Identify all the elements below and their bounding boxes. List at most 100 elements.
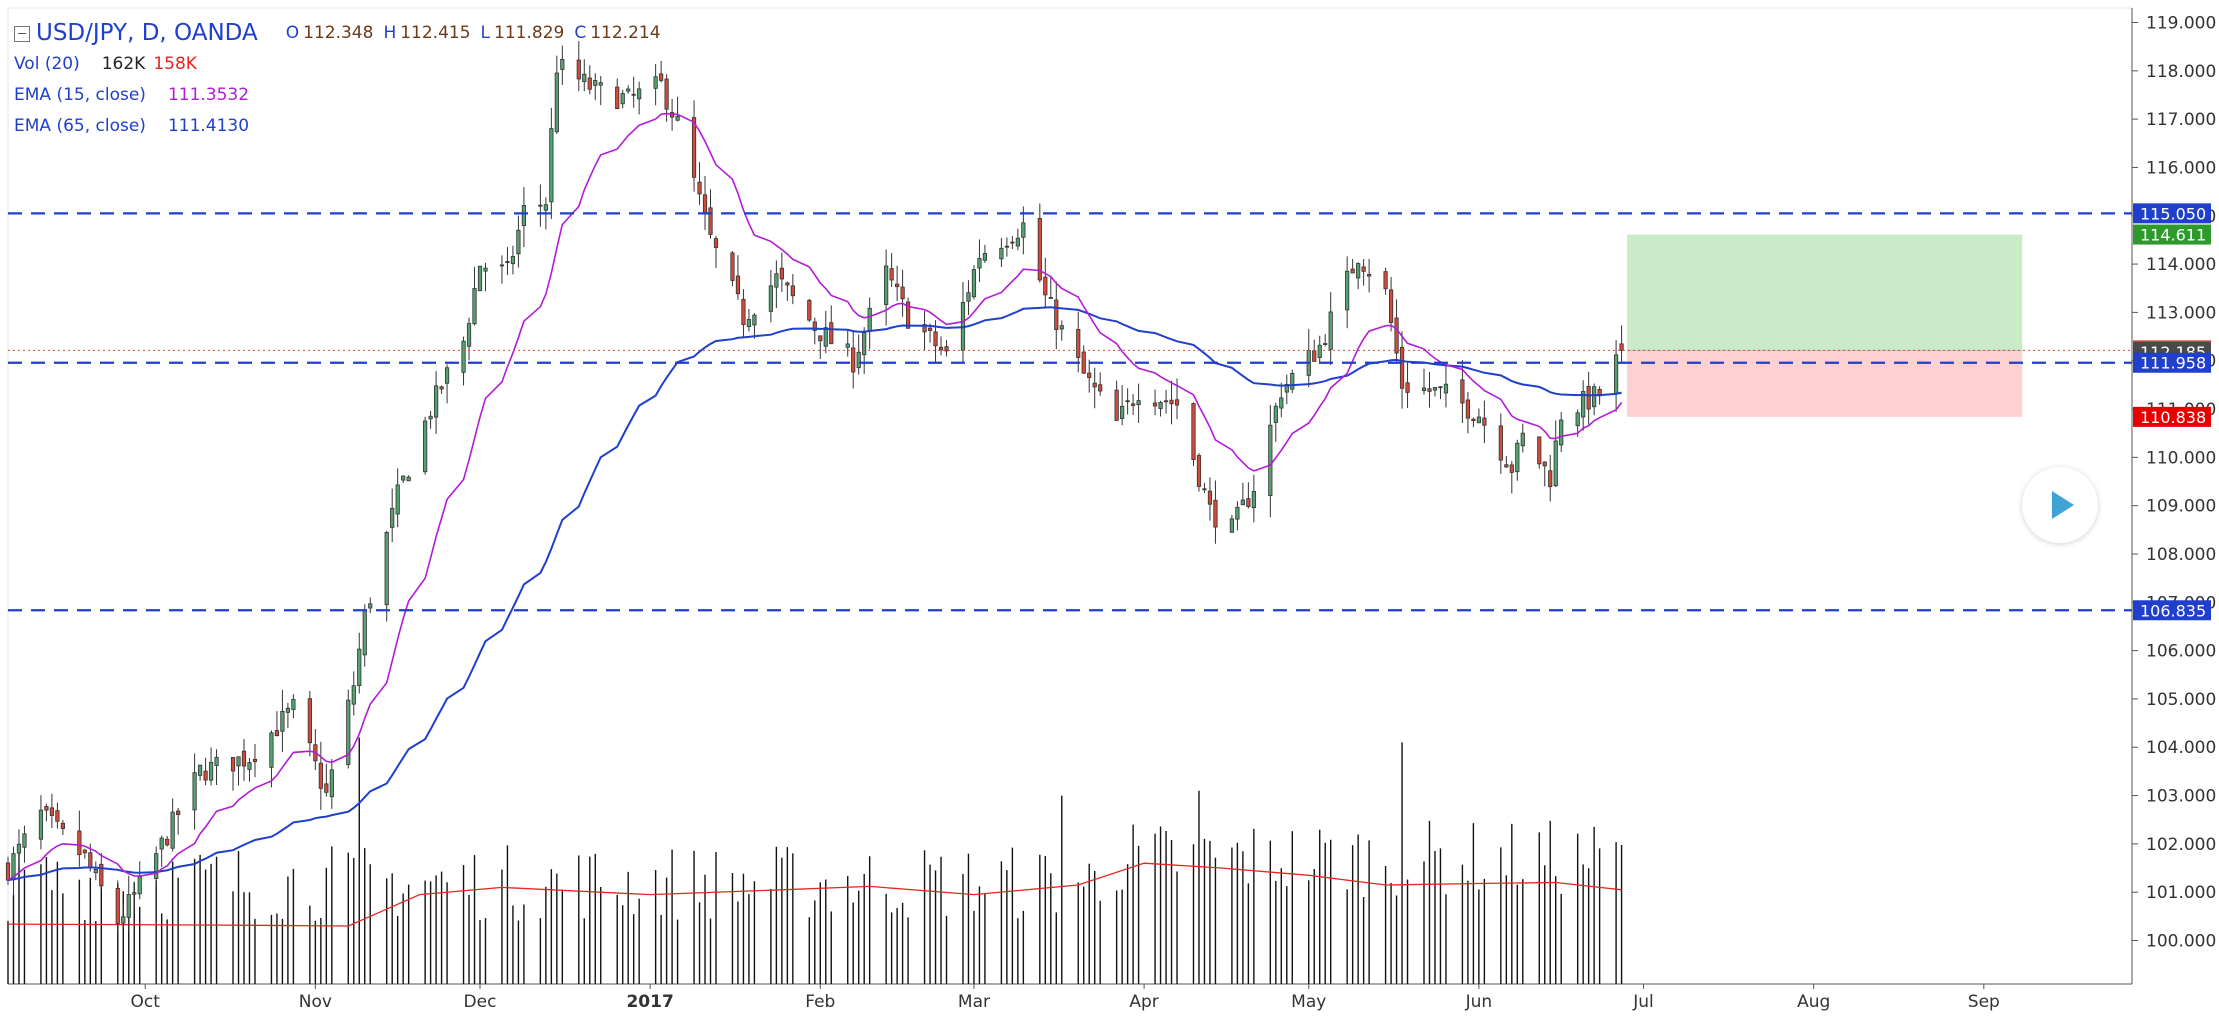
x-tick-label: May	[1291, 992, 1326, 1012]
candle-body	[516, 229, 521, 255]
ohlc-key-h: H	[383, 23, 397, 43]
candle-body	[1076, 329, 1081, 358]
price-label-box	[2133, 203, 2211, 224]
candle-body	[1043, 276, 1048, 296]
y-tick-label: 114.000	[2146, 255, 2216, 275]
x-tick-label: Dec	[464, 992, 497, 1012]
y-tick-label: 109.000	[2146, 497, 2216, 517]
candle-body	[274, 730, 280, 737]
candle-body	[1438, 386, 1443, 389]
candle-body	[428, 415, 433, 420]
candle-body	[280, 711, 285, 732]
candle-body	[1284, 383, 1289, 393]
candle-body	[1207, 490, 1213, 505]
study-value: 111.3532	[167, 85, 250, 105]
candle-body	[1367, 274, 1372, 277]
ohlc-value-c: 112.214	[590, 23, 661, 43]
candle-body	[1471, 418, 1476, 421]
x-tick-label: Aug	[1797, 992, 1830, 1012]
candle-body	[554, 72, 559, 133]
candle-body	[938, 346, 944, 351]
study-row[interactable]: EMA (15, close) 111.3532	[14, 80, 661, 111]
candle-body	[285, 707, 291, 713]
candle-body	[1361, 266, 1366, 272]
candle-body	[1476, 416, 1481, 424]
candlesticks	[5, 41, 1624, 933]
y-tick-label: 117.000	[2146, 110, 2216, 130]
y-tick-label: 119.000	[2146, 13, 2216, 33]
price-label-box	[2133, 600, 2211, 621]
collapse-square-icon[interactable]	[14, 25, 30, 42]
candle-body	[560, 58, 565, 70]
candle-body	[203, 770, 208, 781]
candle-body	[1251, 491, 1256, 509]
ohlc-values: O 112.348 H 112.415 L 111.829 C 112.214	[276, 18, 661, 49]
ohlc-value-h: 112.415	[400, 23, 471, 43]
candle-body	[477, 265, 483, 292]
candle-body	[1268, 424, 1273, 497]
candle-body	[999, 247, 1004, 260]
candle-body	[99, 863, 104, 887]
candle-body	[823, 327, 828, 347]
y-tick-label: 104.000	[2146, 738, 2216, 758]
candle-body	[1191, 403, 1196, 461]
candle-body	[1131, 403, 1136, 406]
study-label: EMA (15, close)	[14, 85, 146, 105]
ema-15-line	[7, 112, 1623, 881]
candle-body	[1323, 343, 1328, 345]
candle-body	[851, 347, 856, 373]
candle-body	[922, 324, 927, 333]
study-row[interactable]: Vol (20) 162K 158K	[14, 49, 661, 80]
candle-body	[637, 88, 642, 100]
y-tick-label: 106.000	[2146, 642, 2216, 662]
candle-body	[675, 116, 680, 121]
candle-body	[433, 385, 439, 418]
candle-body	[93, 869, 98, 874]
candle-body	[1136, 400, 1141, 406]
ema-65-line	[7, 306, 1622, 882]
y-tick-label: 102.000	[2146, 835, 2216, 855]
candle-body	[615, 86, 620, 110]
candle-body	[1290, 372, 1295, 390]
stop-zone	[1627, 350, 2023, 417]
x-tick-label: Jun	[1465, 992, 1493, 1012]
candle-body	[137, 876, 142, 895]
candle-body	[1482, 417, 1487, 426]
candle-body	[1021, 222, 1026, 238]
candle-body	[176, 810, 181, 816]
candle-body	[346, 699, 351, 765]
candle-body	[368, 603, 373, 609]
candle-body	[1196, 455, 1202, 487]
symbol-row: USD/JPY, D, OANDA O 112.348 H 112.415 L 111.8…	[14, 18, 661, 49]
candle-body	[977, 258, 982, 269]
candle-body	[1383, 271, 1388, 290]
candle-body	[44, 805, 49, 811]
y-tick-label: 103.000	[2146, 787, 2216, 807]
candle-body	[1163, 400, 1169, 403]
symbol-title[interactable]: USD/JPY, D, OANDA	[36, 20, 258, 46]
candle-body	[439, 386, 444, 390]
volume-ma	[7, 862, 1622, 927]
candle-body	[697, 181, 702, 195]
candle-body	[944, 346, 949, 352]
candle-body	[1240, 499, 1245, 506]
candle-body	[170, 811, 175, 849]
candle-body	[121, 916, 126, 924]
study-value: 158K	[153, 54, 197, 74]
study-row[interactable]: EMA (65, close) 111.4130	[14, 111, 661, 142]
play-button[interactable]	[2022, 467, 2098, 543]
candle-body	[1432, 387, 1438, 391]
candle-body	[423, 420, 428, 473]
candle-body	[576, 59, 581, 80]
candle-body	[933, 331, 938, 347]
candle-body	[1350, 268, 1355, 274]
candle-body	[856, 351, 861, 369]
candle-body	[115, 888, 120, 924]
study-value: 111.4130	[167, 116, 250, 136]
candle-body	[329, 769, 334, 798]
x-tick-label: Apr	[1129, 992, 1158, 1012]
candle-body	[785, 282, 790, 286]
candle-body	[1504, 464, 1509, 468]
candle-body	[971, 269, 977, 298]
